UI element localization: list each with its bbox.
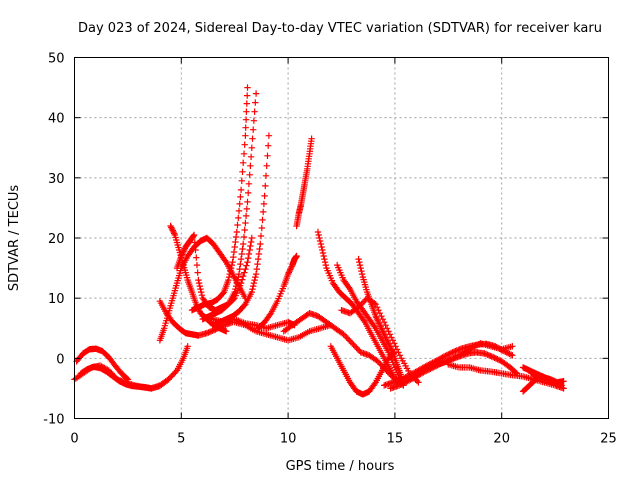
series-track-08 (188, 84, 251, 314)
x-tick-label: 25 (600, 432, 617, 447)
data-point (314, 228, 401, 386)
data-point (528, 370, 567, 386)
chart-title: Day 023 of 2024, Sidereal Day-to-day VTE… (78, 21, 602, 36)
series-track-24 (445, 361, 567, 392)
series-track-14 (293, 135, 315, 230)
data-point (355, 255, 405, 380)
data-point (445, 361, 567, 392)
data-point (188, 84, 251, 314)
x-tick-label: 15 (387, 432, 404, 447)
series-track-13 (255, 252, 300, 332)
series-track-27 (528, 370, 567, 386)
series-track-23 (423, 340, 516, 371)
x-tick-label: 5 (177, 432, 185, 447)
data-point (423, 340, 516, 371)
series-track-18 (327, 343, 399, 398)
data-point (77, 343, 191, 392)
y-tick-label: 30 (48, 172, 65, 187)
series-track-16 (314, 228, 401, 386)
data-point (73, 345, 132, 383)
series-track-09 (199, 90, 260, 323)
x-tick-label: 0 (70, 432, 78, 447)
data-point (255, 252, 300, 332)
x-tick-labels: 0 5 10 15 20 25 (70, 432, 616, 447)
y-tick-label: 0 (56, 352, 64, 367)
x-axis-label: GPS time / hours (286, 459, 395, 474)
x-tick-label: 20 (493, 432, 510, 447)
grid (74, 57, 609, 419)
series-track-12 (231, 319, 334, 344)
data-points (71, 84, 567, 398)
y-tick-label: 40 (48, 112, 65, 127)
y-tick-label: -10 (43, 413, 64, 428)
x-tick-label: 10 (280, 432, 297, 447)
y-axis-label: SDTVAR / TECUs (7, 185, 22, 292)
y-tick-label: 20 (48, 232, 65, 247)
y-tick-label: 10 (48, 292, 65, 307)
axis-ticks (74, 57, 609, 419)
series-track-19 (355, 255, 405, 380)
y-tick-labels: -10 0 10 20 30 40 50 (43, 52, 64, 428)
y-tick-label: 50 (48, 52, 65, 67)
data-point (327, 343, 399, 398)
data-point (293, 135, 315, 230)
series-track-03 (77, 343, 191, 392)
data-point (199, 90, 260, 323)
data-point (231, 319, 334, 344)
series-track-02 (73, 345, 132, 383)
